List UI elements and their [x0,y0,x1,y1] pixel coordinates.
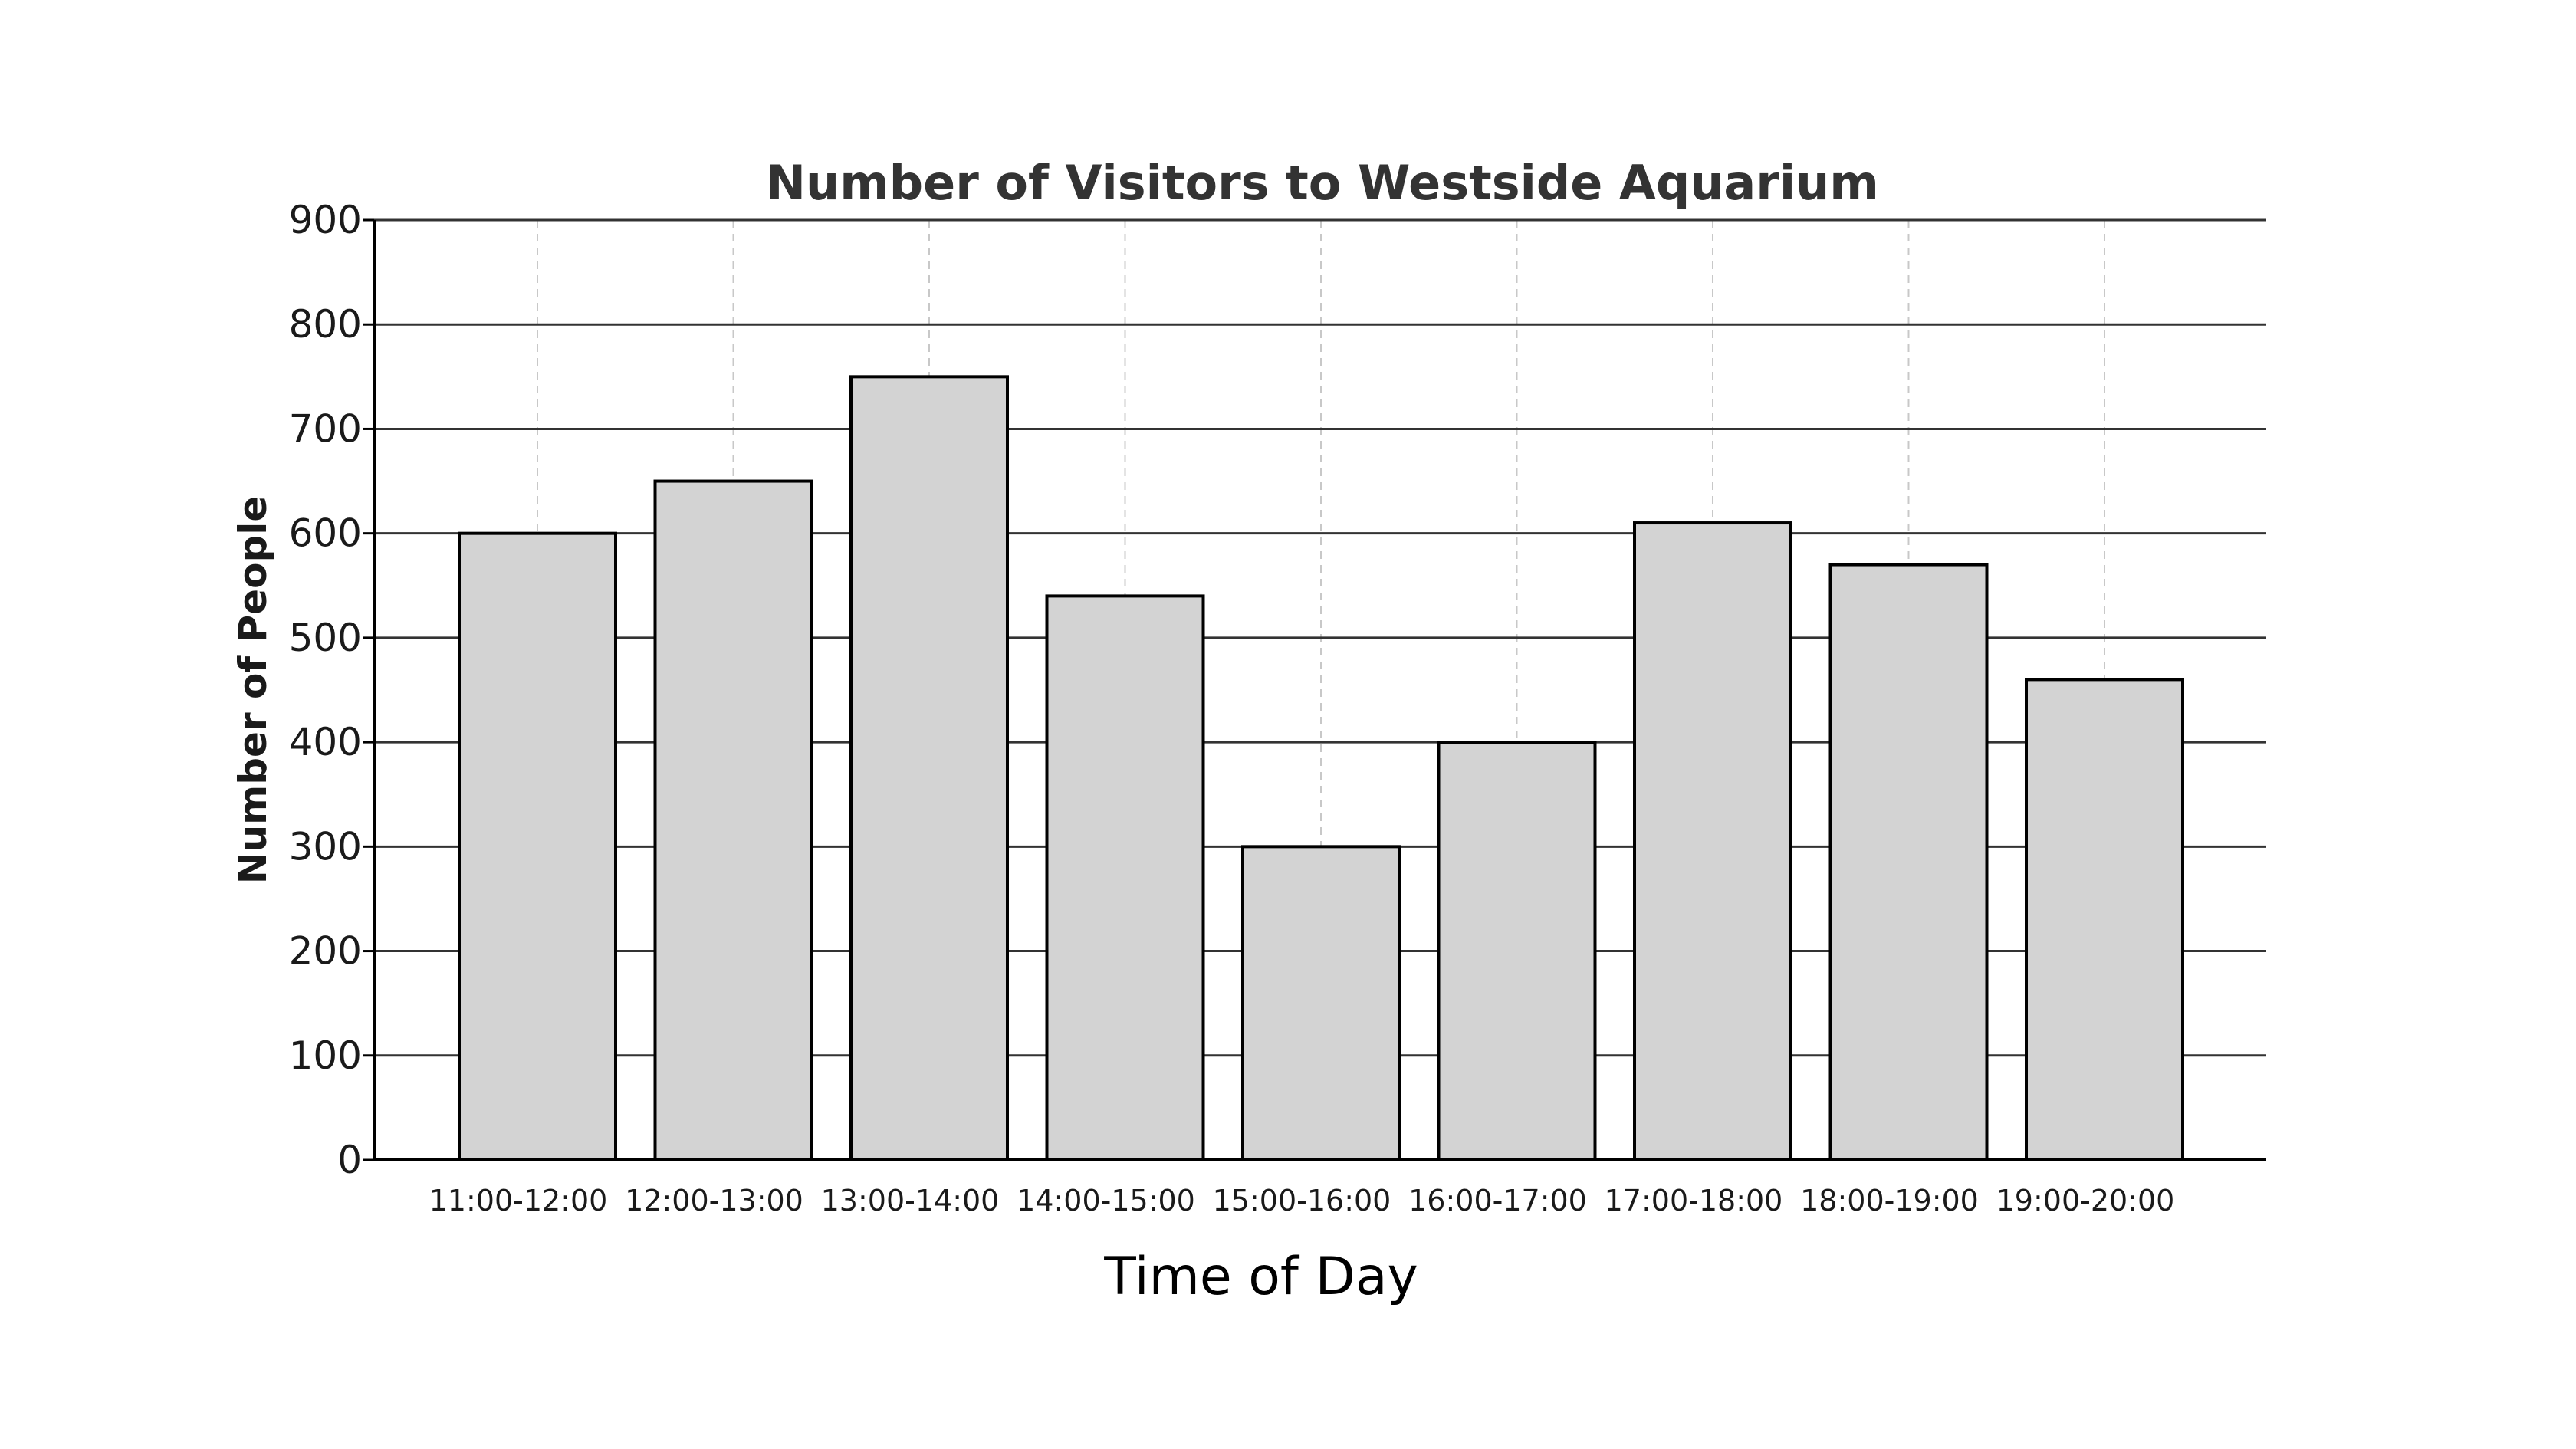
bar-17:00-18:00 [1633,521,1792,1162]
bar-11:00-12:00 [458,531,617,1162]
axes [363,219,2266,1162]
bars [458,375,2184,1162]
y-tick-label: 800 [289,302,362,347]
x-tick-label: 12:00-13:00 [625,1184,803,1217]
y-tick-label: 0 [337,1138,362,1182]
y-tick-label: 400 [289,720,362,764]
y-tick-label: 100 [289,1033,362,1078]
y-tick-label: 600 [289,511,362,556]
chart-title: Number of Visitors to Westside Aquarium [766,155,1879,211]
x-axis-title: Time of Day [1103,1247,1418,1307]
y-axis-title: Number of People [231,496,275,885]
x-tick-label: 18:00-19:00 [1800,1184,1979,1217]
x-tick-label: 14:00-15:00 [1017,1184,1195,1217]
x-tick-label: 19:00-20:00 [1996,1184,2175,1217]
bar-19:00-20:00 [2025,678,2184,1162]
y-tick-label: 900 [289,198,362,242]
bar-18:00-19:00 [1829,563,1989,1162]
x-tick-label: 13:00-14:00 [821,1184,1000,1217]
x-tick-label: 16:00-17:00 [1408,1184,1587,1217]
x-tick-label: 11:00-12:00 [429,1184,608,1217]
x-tick-label: 15:00-16:00 [1213,1184,1392,1217]
y-tick-label: 200 [289,929,362,974]
x-tick-label: 17:00-18:00 [1605,1184,1783,1217]
y-tick-label: 700 [289,406,362,451]
bar-16:00-17:00 [1437,741,1597,1162]
bar-12:00-13:00 [653,479,813,1162]
y-tick-label: 500 [289,616,362,660]
bar-13:00-14:00 [849,375,1009,1162]
bar-15:00-16:00 [1241,845,1401,1162]
tick-labels: 0 100 200 300 400 500 600 700 800 900 11:00-12:00 1… [289,198,2175,1217]
bar-14:00-15:00 [1045,594,1205,1162]
y-tick-label: 300 [289,824,362,869]
